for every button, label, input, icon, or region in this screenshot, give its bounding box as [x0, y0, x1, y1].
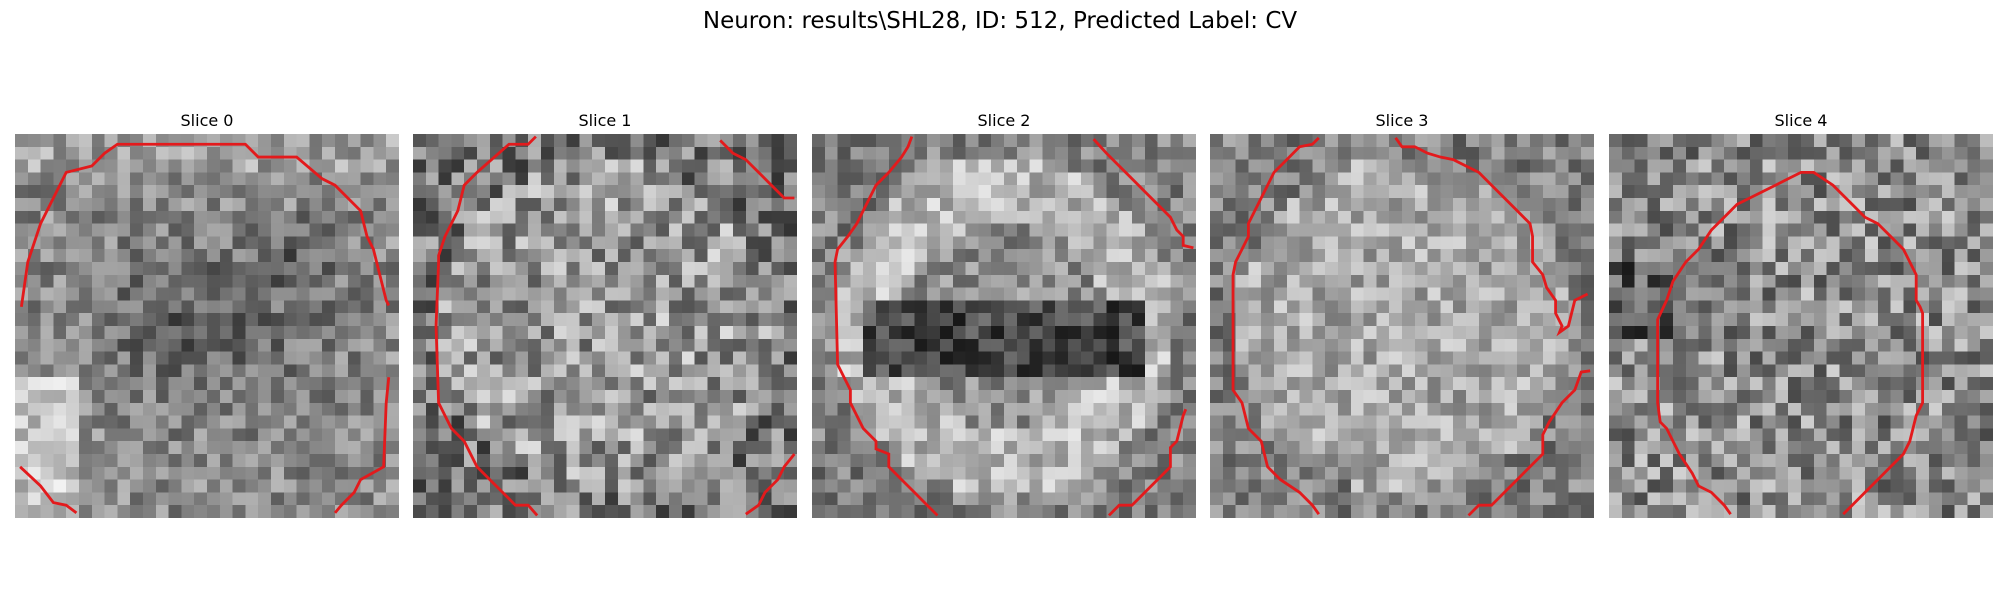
pixel-grid — [812, 134, 1196, 518]
roi-contour — [1092, 138, 1194, 250]
slice-title: Slice 0 — [180, 111, 234, 130]
slice-title: Slice 4 — [1774, 111, 1828, 130]
slice-panel-3: Slice 3 — [1210, 110, 1594, 518]
slice-image — [413, 134, 797, 518]
slice-image — [812, 134, 1196, 518]
slice-title: Slice 3 — [1375, 111, 1429, 130]
pixel-grid — [1609, 134, 1993, 518]
pixel-grid — [413, 134, 797, 518]
slice-panel-1: Slice 1 — [413, 110, 797, 518]
roi-contour — [1394, 137, 1589, 337]
slice-image — [1609, 134, 1993, 518]
roi-contour — [744, 453, 796, 516]
roi-contour — [719, 139, 795, 200]
roi-contour — [333, 377, 391, 514]
slice-panel-4: Slice 4 — [1609, 110, 1993, 518]
roi-contour — [20, 142, 391, 307]
roi-contour — [1107, 408, 1188, 517]
roi-contour — [833, 136, 939, 517]
pixel-grid — [1210, 134, 1594, 518]
roi-contour — [1656, 170, 1925, 516]
slice-title: Slice 1 — [578, 111, 632, 130]
pixel-grid — [15, 134, 399, 518]
roi-contour — [19, 465, 78, 515]
slice-title: Slice 2 — [977, 111, 1031, 130]
roi-contour — [434, 135, 539, 517]
roi-contour — [1467, 369, 1591, 517]
slice-panel-0: Slice 0 — [15, 110, 399, 518]
slice-panel-2: Slice 2 — [812, 110, 1196, 518]
figure-title: Neuron: results\SHL28, ID: 512, Predicte… — [702, 8, 1298, 34]
roi-contour — [1231, 136, 1320, 515]
slice-image — [15, 134, 399, 518]
slice-image — [1210, 134, 1594, 518]
